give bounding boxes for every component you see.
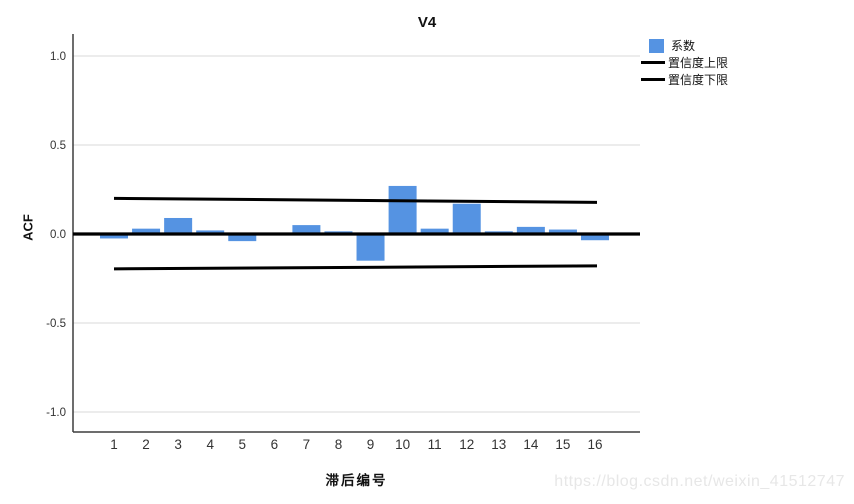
legend-line-swatch (641, 61, 665, 64)
legend-item-label: 置信度上限 (668, 56, 729, 70)
legend-line-swatch (641, 78, 665, 81)
legend-item-label: 置信度下限 (668, 73, 729, 87)
x-tick-label-13: 13 (491, 437, 506, 452)
x-tick-label-9: 9 (367, 437, 375, 452)
chart-title: V4 (417, 14, 437, 31)
legend-item-1: 置信度上限 (641, 54, 761, 71)
x-tick-label-8: 8 (335, 437, 343, 452)
x-tick-label-15: 15 (555, 437, 570, 452)
x-tick-label-12: 12 (459, 437, 474, 452)
acf-bar-lag-15 (548, 229, 577, 234)
y-tick-label--1.0: -1.0 (46, 407, 66, 419)
acf-bar-lag-2 (132, 228, 161, 234)
legend-item-2: 置信度下限 (641, 71, 761, 88)
x-tick-label-5: 5 (239, 437, 247, 452)
x-tick-label-16: 16 (587, 437, 602, 452)
y-tick-label-0.5: 0.5 (50, 140, 66, 152)
x-tick-label-11: 11 (428, 437, 442, 452)
upper-confidence-line (113, 196, 598, 204)
y-tick-label-0.0: 0.0 (50, 229, 66, 241)
acf-bar-lag-4 (196, 230, 225, 234)
x-axis-title: 滞后编号 (325, 473, 388, 488)
x-tick-label-7: 7 (303, 437, 311, 452)
acf-bar-lag-3 (164, 217, 193, 234)
x-tick-label-10: 10 (395, 437, 410, 452)
x-tick-label-14: 14 (523, 437, 539, 452)
acf-bar-lag-7 (292, 225, 321, 234)
y-tick-label--0.5: -0.5 (46, 318, 66, 330)
legend-item-0: 系数 (641, 37, 761, 54)
acf-bar-lag-11 (420, 228, 449, 234)
x-tick-label-6: 6 (271, 437, 279, 452)
acf-bar-lag-12 (452, 203, 481, 234)
acf-bar-lag-16 (581, 234, 610, 241)
x-tick-label-1: 1 (110, 437, 118, 452)
acf-bar-lag-9 (356, 234, 385, 261)
acf-bar-lag-1 (100, 234, 128, 239)
legend: 系数置信度上限置信度下限 (641, 37, 761, 88)
legend-square-swatch (649, 38, 664, 53)
watermark-text: https://blog.csdn.net/weixin_41512747 (554, 473, 845, 490)
x-tick-label-4: 4 (206, 437, 214, 452)
lower-confidence-line (113, 264, 598, 271)
x-tick-label-3: 3 (174, 437, 182, 452)
acf-bar-lag-14 (516, 226, 545, 234)
legend-item-label: 系数 (671, 39, 696, 53)
y-tick-label-1.0: 1.0 (50, 51, 66, 63)
x-tick-label-2: 2 (142, 437, 150, 452)
acf-bar-lag-5 (228, 234, 257, 242)
acf-bar-lag-10 (388, 185, 417, 234)
